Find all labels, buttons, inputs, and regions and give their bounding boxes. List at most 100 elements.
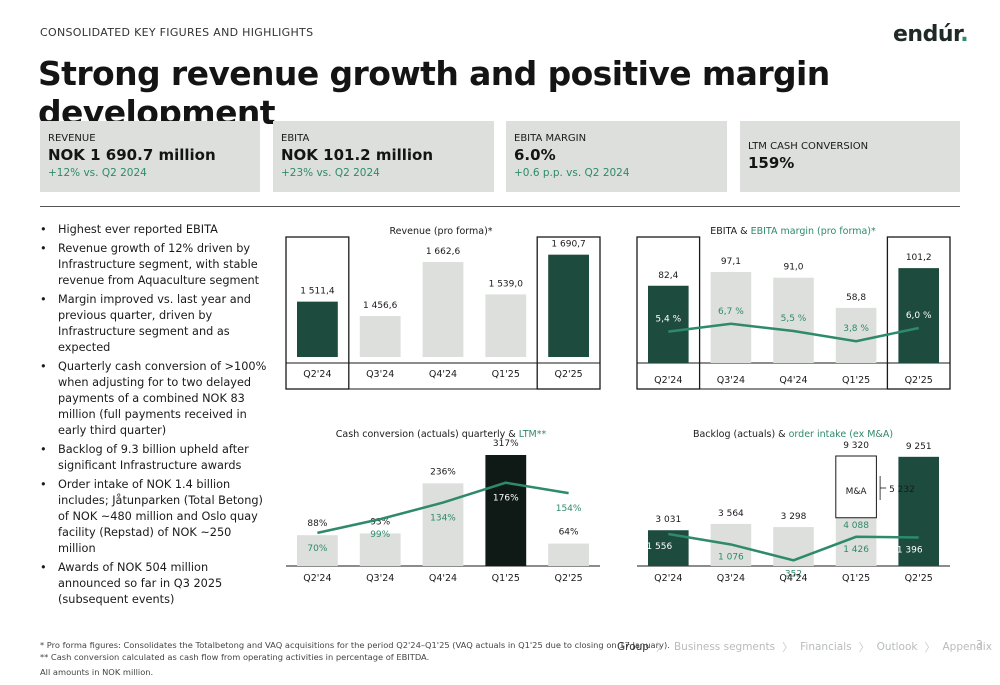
x-tick-label: Q2'25 <box>905 573 933 584</box>
kpi-value: NOK 101.2 million <box>281 146 433 164</box>
chart-title: Revenue (pro forma)* <box>389 226 492 237</box>
ltm-label: 176% <box>493 494 519 504</box>
x-tick-label: Q2'25 <box>554 573 582 584</box>
x-tick-label: Q3'24 <box>717 573 745 584</box>
ma-label: M&A <box>846 487 868 497</box>
ebita-bar <box>773 277 814 363</box>
nav-item-appendix[interactable]: Appendix <box>942 641 992 653</box>
highlight-item: Quarterly cash conversion of >100% when … <box>40 359 272 439</box>
chevron-right-icon: 〉 <box>858 641 870 654</box>
bar-value-label: 3 564 <box>718 509 744 519</box>
kpi-label: EBITA <box>281 133 310 144</box>
chevron-right-icon: 〉 <box>782 641 794 654</box>
x-tick-label: Q1'25 <box>492 369 520 380</box>
bar-value-label: 64% <box>559 528 579 538</box>
cash-bar <box>548 543 589 566</box>
footnote-cash-conversion: ** Cash conversion calculated as cash fl… <box>40 652 430 662</box>
company-logo: endúr. <box>893 22 969 47</box>
logo-text: endúr <box>893 22 961 47</box>
x-tick-label: Q3'24 <box>717 375 745 386</box>
ebita-bar <box>898 268 939 363</box>
cash-bar <box>297 535 338 566</box>
kpi-ltm-cash-conversion: LTM CASH CONVERSION 159% <box>740 121 960 192</box>
ebita-chart: EBITA & EBITA margin (pro forma)* 82,4 97,… <box>636 226 951 390</box>
cash-bar <box>485 455 527 566</box>
bar-value-label: 97,1 <box>721 257 741 267</box>
chevron-right-icon: 〉 <box>655 641 667 654</box>
highlight-frame <box>285 236 350 390</box>
highlight-frame <box>636 236 701 390</box>
nav-item-financials[interactable]: Financials <box>800 641 852 653</box>
bar-value-label: 82,4 <box>658 271 678 281</box>
bar-value-label: 3 298 <box>781 512 807 522</box>
margin-label: 6,0 % <box>906 311 932 321</box>
x-tick-label: Q2'24 <box>654 573 682 584</box>
bar-value-label: 91,0 <box>783 263 803 273</box>
highlight-frame <box>886 236 951 390</box>
chevron-right-icon: 〉 <box>924 641 936 654</box>
order-intake-label: 1 076 <box>718 552 744 562</box>
highlight-item: Revenue growth of 12% driven by Infrastr… <box>40 241 272 289</box>
x-tick-label: Q2'24 <box>303 369 331 380</box>
backlog-bar <box>898 456 939 566</box>
section-kicker: CONSOLIDATED KEY FIGURES AND HIGHLIGHTS <box>40 26 314 39</box>
highlight-item: Backlog of 9.3 billion upheld after sign… <box>40 442 272 474</box>
chart-title: Cash conversion (actuals) quarterly & LT… <box>336 429 547 440</box>
bar-value-label: 1 456,6 <box>363 301 398 311</box>
revenue-bar <box>297 301 338 357</box>
bar-value-label: 1 539,0 <box>489 279 524 289</box>
kpi-value: 159% <box>748 154 795 172</box>
ltm-label: 70% <box>307 544 327 554</box>
margin-label: 5,4 % <box>655 315 681 325</box>
kpi-revenue: REVENUE NOK 1 690.7 million +12% vs. Q2 … <box>40 121 260 192</box>
chart-title: EBITA & EBITA margin (pro forma)* <box>710 226 876 237</box>
bar-value-label: 58,8 <box>846 293 866 303</box>
nav-item-group[interactable]: Group <box>617 641 649 653</box>
highlight-item: Highest ever reported EBITA <box>40 222 272 238</box>
ebita-bar <box>710 271 752 363</box>
bar-value-label: 1 511,4 <box>300 287 335 297</box>
bar-value-label: 93% <box>370 517 390 527</box>
bar-value-label: 88% <box>307 519 327 529</box>
ltm-label: 99% <box>370 530 390 540</box>
x-tick-label: Q1'25 <box>842 375 870 386</box>
cash-bar <box>422 483 464 566</box>
margin-label: 6,7 % <box>718 307 744 317</box>
x-tick-label: Q4'24 <box>779 573 807 584</box>
nav-item-outlook[interactable]: Outlook <box>876 641 918 653</box>
footnote-pro-forma: * Pro forma figures: Consolidates the To… <box>40 640 670 650</box>
kpi-change: +23% vs. Q2 2024 <box>281 167 380 179</box>
chart-title: Backlog (actuals) & order intake (ex M&A… <box>693 429 893 440</box>
revenue-chart: Revenue (pro forma)* 1 511,4 1 456,6 1 662,… <box>285 226 601 390</box>
x-tick-label: Q3'24 <box>366 573 394 584</box>
margin-line <box>668 322 919 343</box>
page-number: 3 <box>976 639 983 651</box>
bar-value-label: 236% <box>430 467 456 477</box>
highlight-item: Margin improved vs. last year and previo… <box>40 292 272 356</box>
kpi-label: REVENUE <box>48 133 96 144</box>
cash-conversion-chart: Cash conversion (actuals) quarterly & LT… <box>286 429 600 584</box>
revenue-bar <box>548 254 589 357</box>
highlights-list: Highest ever reported EBITA Revenue grow… <box>40 222 272 611</box>
x-tick-label: Q2'24 <box>303 573 331 584</box>
ltm-label: 154% <box>556 504 582 514</box>
revenue-bar <box>422 262 464 357</box>
kpi-ebita: EBITA NOK 101.2 million +23% vs. Q2 2024 <box>273 121 494 192</box>
bar-value-label: 101,2 <box>906 253 932 263</box>
order-intake-line <box>668 532 919 562</box>
section-nav: Group 〉 Business segments 〉 Financials 〉… <box>617 639 992 655</box>
ltm-line <box>317 481 569 535</box>
kpi-value: NOK 1 690.7 million <box>48 146 216 164</box>
x-tick-label: Q2'25 <box>554 369 582 380</box>
order-intake-label: 1 556 <box>646 542 672 552</box>
x-tick-label: Q1'25 <box>842 573 870 584</box>
footnotes: * Pro forma figures: Consolidates the To… <box>40 639 670 663</box>
x-tick-label: Q4'24 <box>429 573 457 584</box>
ltm-label: 134% <box>430 514 456 524</box>
order-intake-label: 352 <box>785 569 802 579</box>
footnote-amounts: All amounts in NOK million. <box>40 667 154 677</box>
organic-value-label: 4 088 <box>843 521 869 531</box>
ma-value-label: 5 232 <box>889 485 915 495</box>
backlog-bar-ma <box>835 455 877 519</box>
nav-item-business-segments[interactable]: Business segments <box>673 641 776 653</box>
